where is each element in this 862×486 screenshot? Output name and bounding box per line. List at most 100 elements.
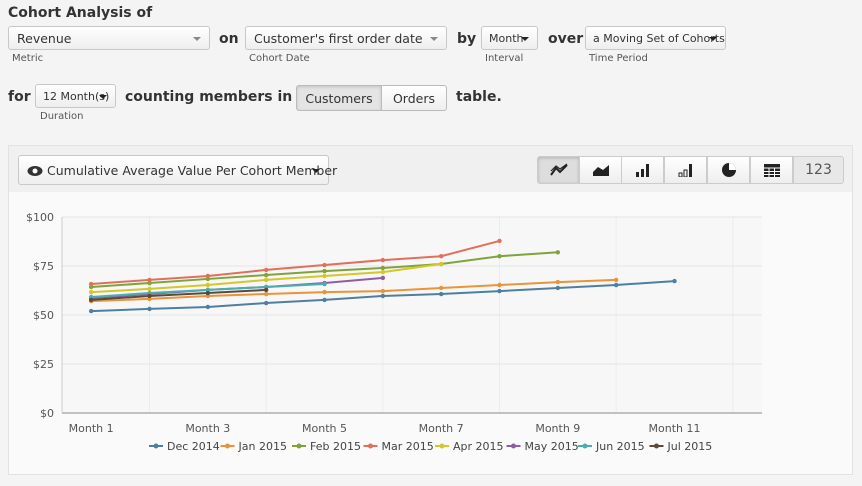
series-line: [91, 239, 500, 286]
select-value: a Moving Set of Cohorts: [593, 32, 725, 45]
data-point: [497, 238, 502, 244]
area-chart-button[interactable]: [579, 156, 622, 184]
data-point: [555, 285, 561, 291]
y-tick-label: $100: [26, 211, 54, 224]
data-point: [380, 288, 386, 294]
legend-marker: [153, 443, 159, 449]
data-point: [88, 308, 94, 314]
duration-select[interactable]: 12 Month(s): [35, 84, 116, 108]
data-point: [205, 282, 211, 288]
view-select[interactable]: Cumulative Average Value Per Cohort Memb…: [18, 155, 337, 185]
number-button[interactable]: 123: [793, 156, 844, 184]
eye-icon: [27, 166, 43, 176]
data-point: [438, 291, 444, 297]
data-point: [147, 277, 152, 283]
toggle-button[interactable]: Orders: [381, 85, 447, 111]
legend-marker: [582, 443, 588, 449]
icon: [592, 165, 609, 176]
legend-label: May 2015: [525, 440, 579, 453]
data-point: [322, 268, 327, 274]
data-point: [672, 278, 677, 284]
bar-chart-button[interactable]: [621, 156, 664, 184]
data-point: [205, 304, 211, 310]
legend-label: Jan 2015: [238, 440, 287, 453]
select-value: Cumulative Average Value Per Cohort Memb…: [47, 163, 338, 178]
x-tick-label: Month 1: [69, 422, 114, 435]
time-period-select[interactable]: a Moving Set of Cohorts: [585, 26, 726, 50]
data-point: [263, 300, 269, 306]
data-point: [380, 265, 386, 271]
caption: Interval: [485, 53, 524, 64]
connector: on: [219, 31, 239, 47]
select-value: Month: [489, 32, 524, 45]
y-tick-label: $0: [40, 407, 54, 420]
data-point: [322, 273, 327, 279]
data-point: [380, 275, 386, 281]
data-point: [380, 293, 386, 299]
y-tick-label: $75: [33, 260, 54, 273]
legend-label: Mar 2015: [382, 440, 434, 453]
caption: Time Period: [589, 53, 648, 64]
pie-chart-button[interactable]: [707, 156, 750, 184]
legend-marker: [511, 443, 516, 449]
data-point: [497, 282, 502, 288]
data-point: [263, 267, 269, 273]
legend-marker: [654, 443, 659, 449]
title: Cohort Analysis of: [8, 5, 153, 21]
cohort-date-select[interactable]: Customer's first order date: [245, 26, 447, 50]
data-point: [263, 291, 269, 297]
data-point: [322, 262, 327, 268]
data-point: [88, 281, 94, 287]
x-tick-label: Month 5: [302, 422, 347, 435]
caption: Cohort Date: [249, 53, 310, 64]
connector: over: [548, 31, 584, 47]
icon: [721, 163, 736, 177]
data-point: [263, 277, 269, 283]
caption: Duration: [40, 111, 84, 122]
x-tick-label: Month 11: [649, 422, 701, 435]
data-point: [88, 297, 94, 303]
icon: [763, 163, 780, 177]
data-point: [263, 287, 269, 293]
data-point: [438, 254, 444, 259]
connector: by: [457, 31, 477, 47]
legend-label: Jul 2015: [667, 440, 713, 453]
data-point: [380, 269, 386, 275]
y-tick-label: $25: [33, 358, 54, 371]
connector: counting members in the: [125, 89, 324, 105]
data-point: [147, 286, 152, 292]
series-line: [91, 278, 617, 303]
select-value: Revenue: [17, 31, 72, 46]
interval-select[interactable]: Month: [481, 26, 538, 50]
stacked-bar-button[interactable]: [664, 156, 707, 184]
data-point: [205, 290, 211, 296]
data-point: [613, 282, 619, 288]
data-point: [438, 285, 444, 291]
data-point: [147, 306, 152, 312]
select-value: Customer's first order date: [254, 31, 423, 46]
icon: [635, 164, 649, 177]
data-point: [555, 279, 561, 285]
caption: Metric: [12, 53, 44, 64]
metric-select[interactable]: Revenue: [8, 26, 210, 50]
data-point: [263, 272, 269, 278]
legend-marker: [368, 443, 373, 449]
data-point: [88, 289, 94, 295]
y-tick-label: $50: [33, 309, 54, 322]
data-point: [147, 280, 152, 286]
data-point: [497, 254, 502, 259]
data-point: [555, 250, 561, 255]
line-chart-button[interactable]: [537, 156, 580, 184]
x-tick-label: Month 7: [419, 422, 464, 435]
data-point: [322, 289, 327, 295]
data-point: [438, 261, 444, 267]
data-point: [147, 293, 152, 299]
data-point: [380, 257, 386, 263]
icon: [678, 164, 692, 177]
legend-marker: [225, 443, 230, 449]
legend-label: Feb 2015: [310, 440, 361, 453]
table-button[interactable]: [750, 156, 793, 184]
legend-label: Apr 2015: [453, 440, 504, 453]
